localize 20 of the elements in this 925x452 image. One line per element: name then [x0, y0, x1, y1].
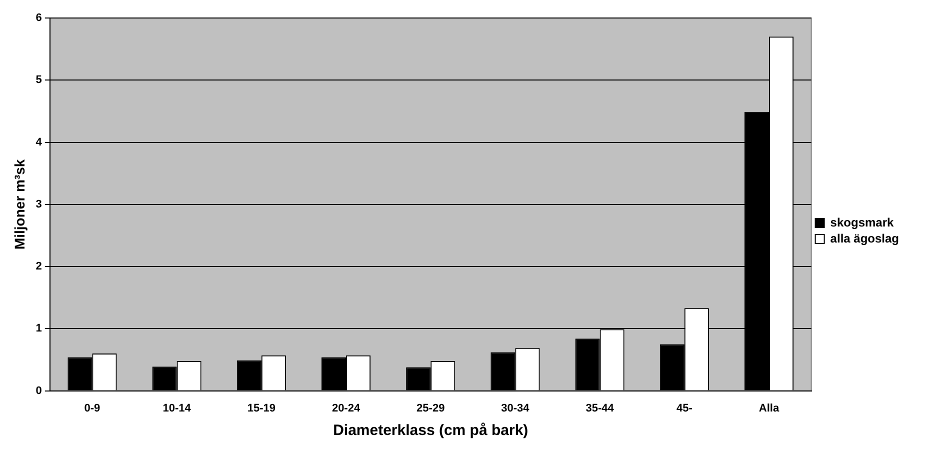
- x-tick-label: 15-19: [247, 402, 276, 414]
- y-tick-label: 4: [36, 136, 43, 148]
- x-axis-title: Diameterklass (cm på bark): [333, 422, 528, 440]
- x-tick-label: 45-: [676, 402, 693, 414]
- y-tick-label: 1: [36, 322, 42, 335]
- y-tick-label: 0: [36, 384, 42, 397]
- x-tick-label: 20-24: [332, 402, 361, 414]
- legend-label: skogsmark: [830, 215, 894, 230]
- x-tick-label: 35-44: [586, 402, 615, 414]
- x-tick-label: 25-29: [416, 402, 445, 414]
- legend-label: alla ägoslag: [830, 231, 900, 246]
- x-tick-label: 0-9: [84, 402, 100, 414]
- x-tick-label: 30-34: [501, 402, 530, 414]
- y-axis-title: Miljoner m³sk: [11, 159, 28, 250]
- x-tick-label: Alla: [758, 402, 780, 414]
- y-tick-label: 2: [36, 260, 42, 273]
- x-tick-label: 10-14: [162, 402, 192, 414]
- y-tick-label: 5: [36, 74, 42, 86]
- y-tick-label: 3: [36, 198, 42, 210]
- y-tick-label: 6: [36, 12, 42, 24]
